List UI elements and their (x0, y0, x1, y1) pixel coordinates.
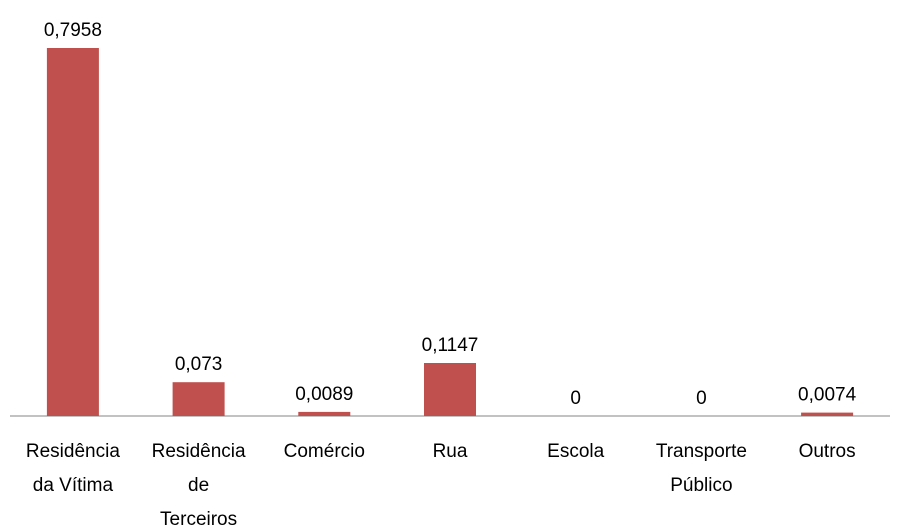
category-label-6-line-0: Outros (799, 441, 856, 462)
value-label-6: 0,0074 (798, 385, 857, 406)
value-label-1: 0,073 (175, 354, 223, 375)
category-label-3-line-0: Rua (433, 441, 468, 462)
category-label-2-line-0: Comércio (284, 441, 365, 462)
value-label-2: 0,0089 (295, 384, 353, 405)
bars-group (46, 48, 854, 416)
bar-0 (46, 48, 99, 416)
category-label-1-line-2: Terceiros (160, 509, 237, 527)
bar-6 (801, 412, 854, 416)
value-label-0: 0,7958 (44, 20, 102, 41)
bar-2 (298, 411, 351, 416)
value-label-3: 0,1147 (422, 335, 479, 356)
value-label-4: 0 (570, 388, 581, 409)
category-label-1-line-0: Residência (152, 441, 246, 462)
category-label-1-line-1: de (188, 475, 209, 496)
category-label-5-line-0: Transporte (656, 441, 747, 462)
category-label-5-line-1: Público (670, 475, 732, 496)
bar-1 (172, 382, 225, 416)
category-label-4-line-0: Escola (547, 441, 604, 462)
category-labels-group: Residência da Vítima Residência de Terceiros… (26, 441, 856, 527)
category-label-0-line-0: Residência (26, 441, 120, 462)
category-label-0-line-1: da Vítima (33, 475, 114, 496)
bar-3 (424, 363, 476, 416)
value-label-5: 0 (696, 388, 707, 409)
value-labels-group: 0,7958 0,073 0,0089 0,1147 0 0 0,0074 (44, 20, 857, 409)
